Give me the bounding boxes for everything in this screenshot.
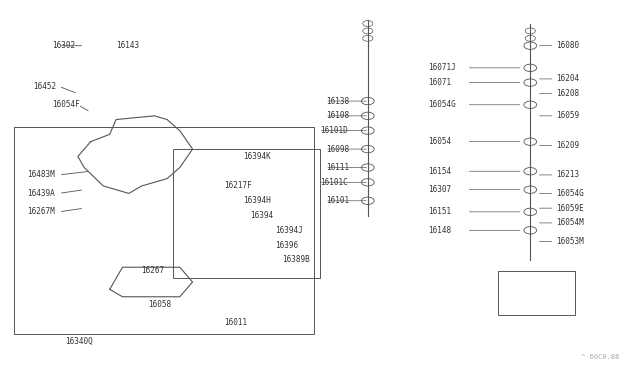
Text: ^ 60C0.88: ^ 60C0.88 [581,353,620,359]
Text: 16111: 16111 [326,163,349,172]
Text: 16054G: 16054G [556,189,584,198]
Text: 16059E: 16059E [556,203,584,213]
Text: 16389B: 16389B [282,255,310,264]
Text: 16148: 16148 [428,226,451,235]
Text: 16011: 16011 [225,318,248,327]
Text: 16394K: 16394K [244,152,271,161]
Text: 16340Q: 16340Q [65,337,93,346]
Text: 16098: 16098 [326,145,349,154]
Text: 16208: 16208 [556,89,579,98]
Text: 16059: 16059 [556,111,579,121]
Text: 16452: 16452 [33,82,56,91]
Text: 16394: 16394 [250,211,273,220]
Text: 16209: 16209 [556,141,579,150]
Text: 16071J: 16071J [428,63,456,72]
Text: 16138: 16138 [326,97,349,106]
Text: 16101: 16101 [326,196,349,205]
Bar [14,127,314,334]
Text: 16217F: 16217F [225,182,252,190]
Bar [173,149,320,278]
Text: 16267M: 16267M [27,207,54,217]
Text: 16054M: 16054M [556,218,584,227]
Text: 16394J: 16394J [275,226,303,235]
Text: 16267: 16267 [141,266,164,275]
Text: 16058: 16058 [148,300,171,309]
Text: 16302: 16302 [52,41,76,50]
Text: 16080: 16080 [556,41,579,50]
Text: 16108: 16108 [326,111,349,121]
Text: 16213: 16213 [556,170,579,179]
Text: 16054G: 16054G [428,100,456,109]
Text: 16143: 16143 [116,41,140,50]
Text: 16483M: 16483M [27,170,54,179]
Text: 16151: 16151 [428,207,451,217]
Text: 16101D: 16101D [320,126,348,135]
Text: 16154: 16154 [428,167,451,176]
Text: 16101C: 16101C [320,178,348,187]
Text: 16204: 16204 [556,74,579,83]
Text: 16071: 16071 [428,78,451,87]
Text: 16439A: 16439A [27,189,54,198]
Text: 16394H: 16394H [244,196,271,205]
Text: 16054: 16054 [428,137,451,146]
Text: 16054F: 16054F [52,100,80,109]
Bar [499,271,575,315]
Text: 16307: 16307 [428,185,451,194]
Text: 16396: 16396 [275,241,298,250]
Text: 16053M: 16053M [556,237,584,246]
